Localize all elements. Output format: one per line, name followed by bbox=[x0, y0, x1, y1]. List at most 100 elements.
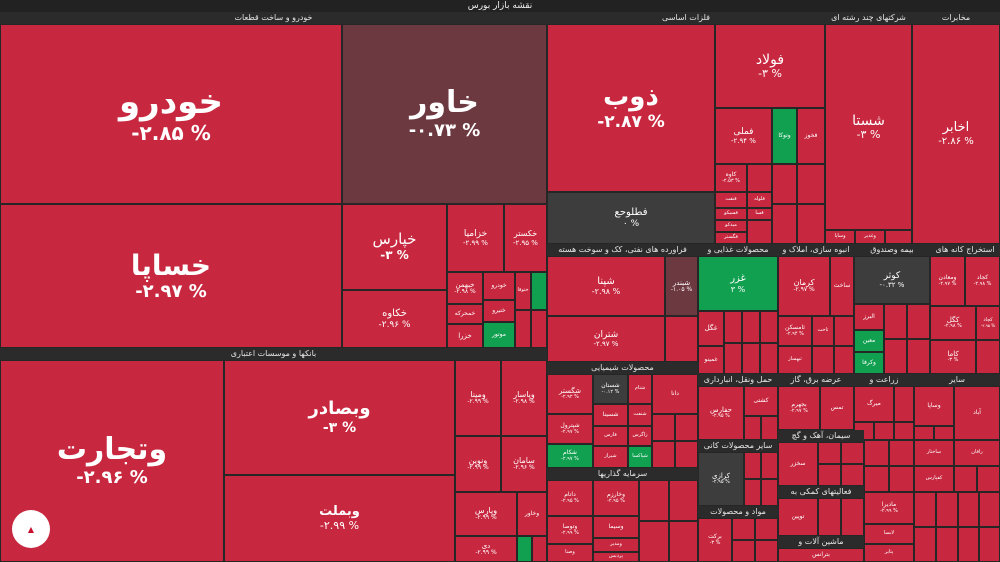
stock-tile-khbahman[interactable]: خبهمن -۲.۹۸ % bbox=[447, 272, 483, 304]
stock-tile-kchad[interactable]: کچاد -۲.۹۵ % bbox=[976, 306, 1000, 340]
stock-tile-shgostar[interactable]: شگستر -۲.۹۲ % bbox=[547, 374, 593, 414]
stock-tile-small[interactable] bbox=[958, 527, 979, 562]
stock-tile-small[interactable] bbox=[747, 220, 772, 244]
stock-tile-vtooka[interactable]: وتوکا bbox=[772, 108, 797, 164]
stock-tile-small[interactable] bbox=[884, 339, 907, 374]
stock-tile-small[interactable] bbox=[907, 339, 930, 374]
stock-tile-shpakhsh[interactable]: شپاکسا bbox=[628, 446, 652, 468]
stock-tile-alborz[interactable]: البرز bbox=[854, 304, 884, 330]
stock-tile-ghegol[interactable]: غگل bbox=[698, 311, 724, 346]
stock-tile-small[interactable] bbox=[914, 527, 936, 562]
stock-tile-small[interactable] bbox=[889, 440, 914, 466]
stock-tile-small[interactable] bbox=[732, 518, 755, 540]
stock-tile-kerazi[interactable]: کرازی -۲.۹۵ % bbox=[698, 452, 744, 506]
stock-tile-small[interactable] bbox=[742, 311, 760, 343]
stock-tile-khparas[interactable]: خپارس -۳ % bbox=[342, 204, 447, 290]
stock-tile-kkaf[interactable]: کفپارس bbox=[914, 466, 954, 492]
stock-tile-vmadir[interactable]: ومدیر bbox=[593, 538, 639, 552]
stock-tile-tmskan[interactable]: ثامسکن -۲.۹۴ % bbox=[778, 316, 812, 346]
stock-tile-small[interactable] bbox=[724, 343, 742, 374]
stock-tile-ghazar[interactable]: غزر ۳ % bbox=[698, 256, 778, 311]
stock-tile-small[interactable] bbox=[841, 442, 864, 464]
stock-tile-small[interactable] bbox=[914, 426, 934, 440]
stock-tile-kama[interactable]: کاما -۳ % bbox=[930, 340, 976, 374]
stock-tile-small[interactable] bbox=[532, 536, 547, 562]
stock-tile-khgostar[interactable]: خودرو bbox=[483, 272, 515, 300]
stock-tile-btoos[interactable]: تمس bbox=[820, 386, 854, 430]
stock-tile-kgol[interactable]: کگل -۲.۹۸ % bbox=[930, 306, 976, 340]
stock-tile-vsima[interactable]: وسیما bbox=[593, 516, 639, 538]
stock-tile-fmidko[interactable]: میدکو bbox=[715, 220, 747, 232]
stock-tile-vtosa[interactable]: وتوصا -۲.۹۹ % bbox=[547, 516, 593, 544]
stock-tile-small[interactable] bbox=[531, 272, 547, 310]
stock-tile-shzagros[interactable]: زاگرس bbox=[628, 426, 652, 446]
stock-tile-small[interactable] bbox=[724, 311, 742, 343]
stock-tile-small[interactable] bbox=[665, 316, 698, 362]
stock-tile-rlaz[interactable]: لابسا bbox=[864, 524, 914, 544]
stock-tile-small[interactable] bbox=[639, 480, 669, 521]
stock-tile-small[interactable] bbox=[675, 441, 698, 468]
stock-tile-akhaber[interactable]: اخابر -۲.۸۶ % bbox=[912, 24, 1000, 244]
stock-tile-vkhavar[interactable]: وخاور bbox=[517, 492, 547, 536]
stock-tile-small[interactable] bbox=[885, 230, 912, 244]
stock-tile-small[interactable] bbox=[977, 466, 1000, 492]
stock-tile-khniro[interactable]: خنیرو bbox=[483, 300, 515, 322]
stock-tile-shsina[interactable]: شسینا bbox=[593, 404, 628, 426]
stock-tile-small[interactable] bbox=[818, 442, 841, 464]
stock-tile-small[interactable] bbox=[841, 498, 864, 536]
stock-tile-kgad[interactable]: کجاد -۲.۹۸ % bbox=[965, 256, 1000, 306]
stock-tile-hafars[interactable]: حفارس -۲.۹۵ % bbox=[698, 386, 744, 440]
stock-tile-khamhr[interactable]: خمحرکه bbox=[447, 304, 483, 324]
stock-tile-small[interactable] bbox=[914, 492, 936, 527]
stock-tile-kowsar[interactable]: کوثر -۰.۳۲ % bbox=[854, 256, 930, 304]
stock-tile-khziro[interactable]: خزرا bbox=[447, 324, 483, 348]
stock-tile-small[interactable] bbox=[639, 521, 669, 562]
stock-tile-motor[interactable]: موتور bbox=[483, 322, 515, 348]
stock-tile-vbmellat[interactable]: وبملت -۲.۹۹ % bbox=[224, 475, 455, 562]
stock-tile-vsina[interactable]: وصنا bbox=[547, 544, 593, 562]
stock-tile-vghadir[interactable]: وغدیر bbox=[855, 230, 885, 244]
stock-tile-fanft[interactable]: فنفت bbox=[715, 192, 747, 208]
stock-tile-shakam[interactable]: شکام -۲.۹۷ % bbox=[547, 444, 593, 468]
stock-tile-small[interactable] bbox=[744, 452, 761, 479]
stock-tile-kaveh[interactable]: کاوه -۲.۵۳ % bbox=[715, 164, 747, 192]
stock-tile-small[interactable] bbox=[894, 386, 914, 422]
stock-tile-khakoo[interactable]: خکاوه -۲.۹۶ % bbox=[342, 290, 447, 348]
stock-tile-small[interactable] bbox=[884, 304, 907, 339]
stock-tile-khsapa[interactable]: خساپا -۲.۹۷ % bbox=[0, 204, 342, 348]
stock-tile-small[interactable] bbox=[761, 452, 778, 479]
stock-tile-small[interactable] bbox=[874, 422, 894, 440]
stock-tile-vpasar[interactable]: وپاسار -۲.۹۸ % bbox=[501, 360, 547, 436]
stock-tile-shpetrol[interactable]: شپترول -۲.۹۷ % bbox=[547, 414, 593, 444]
stock-tile-small[interactable] bbox=[797, 204, 825, 244]
stock-tile-zob[interactable]: ذوب -۲.۸۷ % bbox=[547, 24, 715, 192]
stock-tile-shfaras[interactable]: فارس bbox=[593, 426, 628, 446]
stock-tile-small[interactable] bbox=[889, 466, 914, 492]
stock-tile-kerman[interactable]: کرمان -۲.۹۷ % bbox=[778, 256, 830, 316]
stock-tile-small[interactable] bbox=[958, 492, 979, 527]
stock-tile-small[interactable] bbox=[772, 204, 797, 244]
stock-tile-small[interactable] bbox=[761, 416, 778, 440]
stock-tile-small[interactable] bbox=[841, 464, 864, 486]
stock-tile-small[interactable] bbox=[761, 479, 778, 506]
stock-tile-toon[interactable]: توپین bbox=[778, 498, 818, 536]
stock-tile-small[interactable] bbox=[755, 540, 778, 562]
stock-tile-small[interactable] bbox=[744, 416, 761, 440]
stock-tile-small[interactable] bbox=[732, 540, 755, 562]
stock-tile-dalo[interactable]: داتام -۲.۹۵ % bbox=[547, 480, 593, 516]
stock-tile-shtabal[interactable]: شتام bbox=[628, 374, 652, 404]
stock-tile-vparsian[interactable]: وپارس -۲.۹۹ % bbox=[455, 492, 517, 536]
stock-tile-moein[interactable]: معین bbox=[854, 330, 884, 352]
stock-tile-saman[interactable]: سامان -۲.۹۶ % bbox=[501, 436, 547, 492]
stock-tile-shepna[interactable]: شپنا -۲.۹۸ % bbox=[547, 256, 665, 316]
stock-tile-ghamina[interactable]: غمینو bbox=[698, 346, 724, 374]
stock-tile-small[interactable] bbox=[760, 311, 778, 343]
stock-tile-sakhtar[interactable]: ساختار bbox=[914, 440, 954, 466]
stock-tile-pashir[interactable]: پتایر bbox=[864, 544, 914, 562]
stock-tile-small[interactable] bbox=[760, 343, 778, 374]
stock-tile-small[interactable] bbox=[979, 492, 1000, 527]
stock-tile-shiraz[interactable]: شیراز bbox=[593, 446, 628, 468]
stock-tile-khchrkh[interactable]: ختوقا bbox=[515, 272, 531, 310]
stock-tile-fameli[interactable]: فملی -۲.۹۴ % bbox=[715, 108, 772, 164]
stock-tile-small[interactable] bbox=[669, 480, 698, 521]
